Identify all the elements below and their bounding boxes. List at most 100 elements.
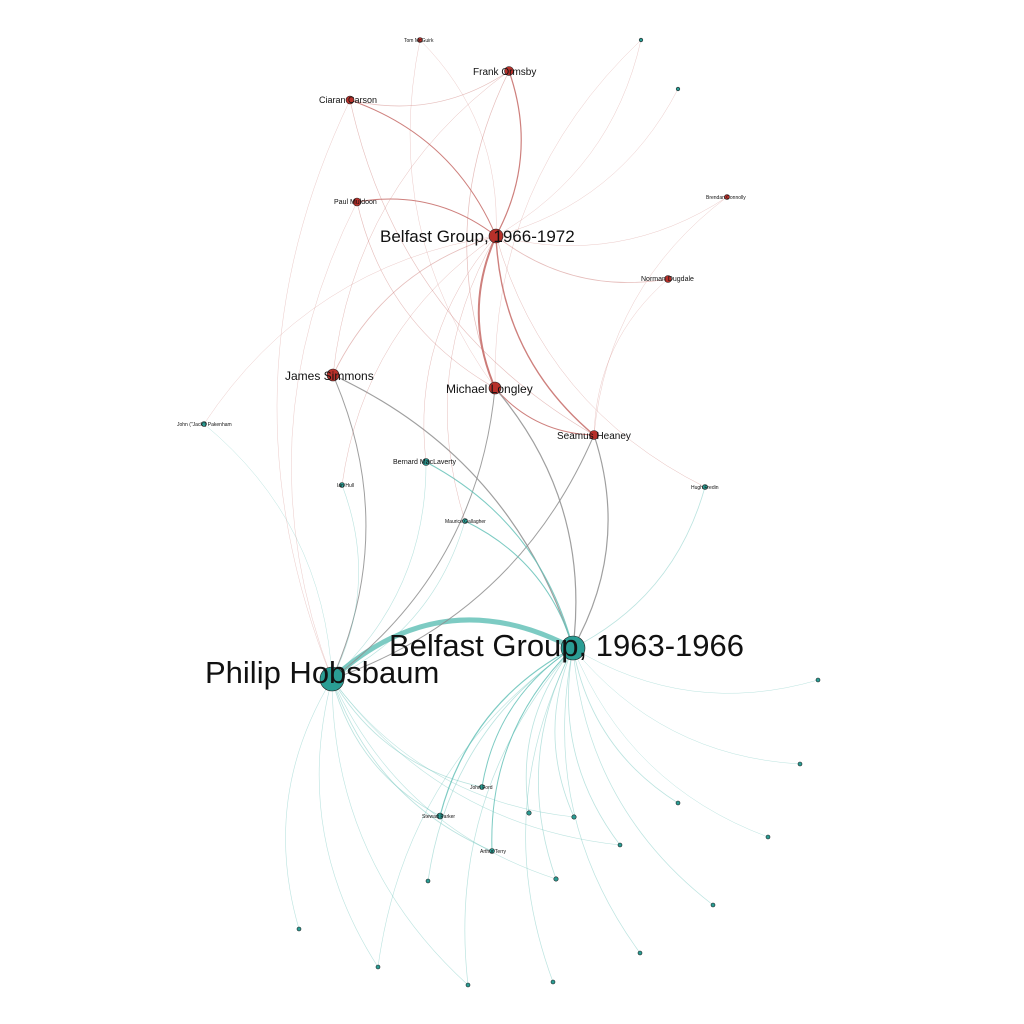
- edge-belfast_1963-eugene: [568, 647, 621, 846]
- node-label-mcguirk: Tom McGuirk: [404, 38, 434, 44]
- node-paulsmith[interactable]: [571, 814, 577, 820]
- node-label-simmons: James Simmons: [285, 369, 374, 383]
- node-label-hobsbaum: Philip Hobsbaum: [205, 655, 439, 690]
- edge-muldoon-longley: [356, 201, 496, 389]
- edge-hobsbaum-parker: [331, 678, 441, 817]
- edge-belfast_1966-gallagher: [447, 235, 497, 522]
- edge-belfast_1966-fredin: [495, 235, 706, 488]
- edge-belfast_1963-lynette: [572, 647, 714, 906]
- node-maclaverty[interactable]: [422, 458, 430, 466]
- edge-belfast_1963-longley: [494, 387, 577, 649]
- edge-belfast_1966-connolly: [495, 196, 728, 246]
- edge-belfast_1963-sullivan: [572, 647, 679, 804]
- edge-hobsbaum-hull: [331, 484, 359, 680]
- edge-hobsbaum-arthur: [331, 678, 493, 852]
- node-hull[interactable]: [339, 482, 345, 488]
- edge-belfast_1966-mcguirk: [419, 39, 497, 237]
- node-muldoon[interactable]: [352, 197, 362, 207]
- edge-belfast_1963-n_bottom_mid: [538, 647, 574, 880]
- node-n_bottom_right[interactable]: [637, 950, 643, 956]
- edge-carson-heaney: [349, 99, 595, 436]
- node-n_top_right2[interactable]: [675, 86, 681, 92]
- node-fredin[interactable]: [702, 484, 708, 490]
- node-carson[interactable]: [345, 95, 355, 105]
- node-belfast_1966[interactable]: [488, 228, 504, 244]
- edge-belfast_1966-pakenham: [203, 235, 497, 425]
- edge-belfast_1963-arthur: [491, 647, 574, 852]
- node-longley[interactable]: [488, 381, 502, 395]
- edge-belfast_1963-paulsmith: [554, 647, 575, 818]
- edge-belfast_1966-ormsby: [495, 70, 522, 237]
- edge-belfast_1966-carson: [349, 99, 497, 237]
- edge-belfast_1963-n_right1: [572, 647, 819, 694]
- edge-belfast_1966-muldoon: [356, 198, 497, 237]
- edge-belfast_1963-john_n: [525, 647, 574, 814]
- edge-belfast_1963-heaney: [572, 434, 609, 649]
- edge-belfast_1963-simmons: [332, 374, 574, 649]
- edge-carson-hobsbaum: [276, 99, 351, 680]
- node-n_right1[interactable]: [815, 677, 821, 683]
- edge-belfast_1963-johnston: [377, 647, 574, 968]
- node-gallagher[interactable]: [462, 518, 468, 524]
- edge-n_top_right-longley: [494, 39, 642, 389]
- edge-belfast_1966-heaney: [495, 235, 595, 436]
- node-n_fraser[interactable]: [765, 834, 771, 840]
- node-simmons[interactable]: [326, 368, 340, 382]
- node-label-gallagher: Maurice Gallagher: [445, 519, 486, 525]
- node-n_top_right[interactable]: [638, 37, 644, 43]
- node-plf[interactable]: [465, 982, 471, 988]
- node-label-arthur: Arthur Terry: [480, 849, 507, 855]
- edge-hobsbaum-n_bottom_mid: [331, 678, 557, 880]
- node-n_bottom_left1[interactable]: [425, 878, 431, 884]
- node-arthur[interactable]: [489, 848, 495, 854]
- node-michael_b[interactable]: [550, 979, 556, 985]
- node-parker[interactable]: [436, 812, 444, 820]
- edge-belfast_1963-plf: [464, 647, 574, 986]
- edge-muldoon-hobsbaum: [291, 201, 358, 680]
- node-label-ormsby: Frank Ormsby: [473, 67, 536, 78]
- node-label-pakenham: John ("Jack") Pakenham: [177, 422, 232, 428]
- node-lynette[interactable]: [710, 902, 716, 908]
- node-connolly[interactable]: [724, 194, 730, 200]
- edge-belfast_1966-longley: [477, 235, 497, 389]
- edge-belfast_1966-maclaverty: [423, 235, 497, 463]
- node-label-longley: Michael Longley: [446, 382, 533, 396]
- edge-ormsby-simmons: [332, 70, 510, 376]
- node-johnston[interactable]: [375, 964, 381, 970]
- node-layer: [201, 37, 821, 988]
- edge-hobsbaum-norman_b: [285, 678, 333, 930]
- edge-hobsbaum-johnford: [331, 678, 483, 788]
- node-n_bottom_mid[interactable]: [553, 876, 559, 882]
- node-john_n[interactable]: [526, 810, 532, 816]
- edge-belfast_1963-maclaverty: [425, 461, 574, 649]
- edge-belfast_1963-gallagher: [464, 520, 574, 649]
- node-mcguirk[interactable]: [417, 37, 423, 43]
- node-label-hull: Ian Hull: [337, 483, 354, 489]
- node-norman_b[interactable]: [296, 926, 302, 932]
- edge-belfast_1963-n_right2: [572, 647, 801, 765]
- node-label-johnford: John Ford: [470, 785, 493, 791]
- edge-belfast_1966-hull: [341, 235, 497, 486]
- edge-hobsbaum-heaney: [331, 434, 595, 680]
- node-ormsby[interactable]: [504, 66, 514, 76]
- edge-longley-heaney: [494, 387, 595, 436]
- node-eugene[interactable]: [617, 842, 623, 848]
- node-hobsbaum[interactable]: [319, 666, 345, 692]
- edge-hobsbaum-eugene: [331, 678, 621, 846]
- node-johnford[interactable]: [479, 784, 485, 790]
- edge-belfast_1963-fredin: [572, 486, 706, 649]
- node-label-maclaverty: Bernard MacLaverty: [393, 459, 457, 466]
- node-dugdale[interactable]: [664, 275, 672, 283]
- edge-belfast_1963-n_bottom_right: [564, 647, 641, 954]
- node-n_right2[interactable]: [797, 761, 803, 767]
- edge-belfast_1963-parker: [439, 647, 574, 817]
- node-sullivan[interactable]: [675, 800, 681, 806]
- node-heaney[interactable]: [589, 430, 599, 440]
- node-belfast_1963[interactable]: [560, 635, 586, 661]
- node-label-muldoon: Paul Muldoon: [334, 199, 377, 206]
- edge-belfast_1966-n_top_right2: [495, 88, 679, 237]
- node-pakenham[interactable]: [201, 421, 207, 427]
- edge-belfast_1963-n_fraser: [572, 647, 769, 838]
